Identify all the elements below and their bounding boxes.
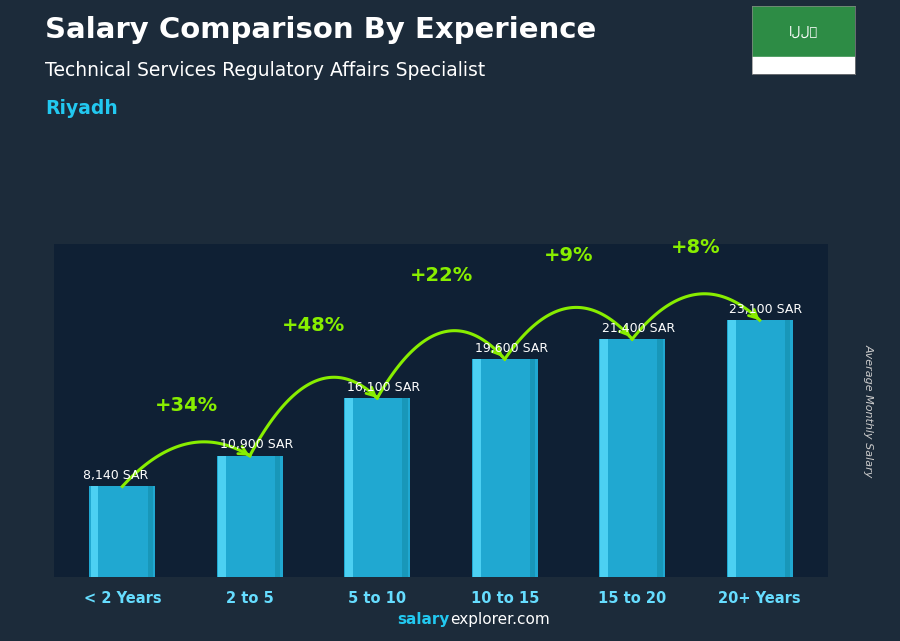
Bar: [785, 320, 790, 577]
Bar: [344, 398, 410, 577]
Bar: [726, 320, 793, 577]
Text: Salary Comparison By Experience: Salary Comparison By Experience: [45, 16, 596, 44]
Bar: [346, 398, 354, 577]
Text: 10,900 SAR: 10,900 SAR: [220, 438, 292, 451]
Bar: [472, 359, 538, 577]
Text: Technical Services Regulatory Affairs Specialist: Technical Services Regulatory Affairs Sp…: [45, 61, 485, 80]
Text: اللہ: اللہ: [788, 26, 818, 38]
Bar: [657, 339, 662, 577]
Text: +9%: +9%: [544, 246, 593, 265]
Text: 19,600 SAR: 19,600 SAR: [474, 342, 548, 354]
Bar: [218, 456, 226, 577]
Bar: [91, 487, 98, 577]
Bar: [752, 57, 855, 74]
Text: +22%: +22%: [410, 265, 472, 285]
Text: +34%: +34%: [155, 395, 218, 415]
Text: 8,140 SAR: 8,140 SAR: [84, 469, 148, 482]
Bar: [89, 487, 156, 577]
Bar: [600, 339, 608, 577]
Bar: [217, 456, 283, 577]
Bar: [530, 359, 536, 577]
Bar: [472, 359, 481, 577]
Bar: [728, 320, 736, 577]
Text: Average Monthly Salary: Average Monthly Salary: [864, 344, 874, 477]
Text: Riyadh: Riyadh: [45, 99, 118, 119]
Text: 23,100 SAR: 23,100 SAR: [730, 303, 803, 316]
Bar: [275, 456, 280, 577]
Bar: [599, 339, 665, 577]
Text: 16,100 SAR: 16,100 SAR: [347, 381, 420, 394]
Text: salary: salary: [398, 612, 450, 627]
Text: explorer.com: explorer.com: [450, 612, 550, 627]
Text: +48%: +48%: [282, 315, 346, 335]
Text: 21,400 SAR: 21,400 SAR: [602, 322, 675, 335]
Bar: [148, 487, 153, 577]
Bar: [402, 398, 408, 577]
Text: +8%: +8%: [671, 238, 721, 257]
